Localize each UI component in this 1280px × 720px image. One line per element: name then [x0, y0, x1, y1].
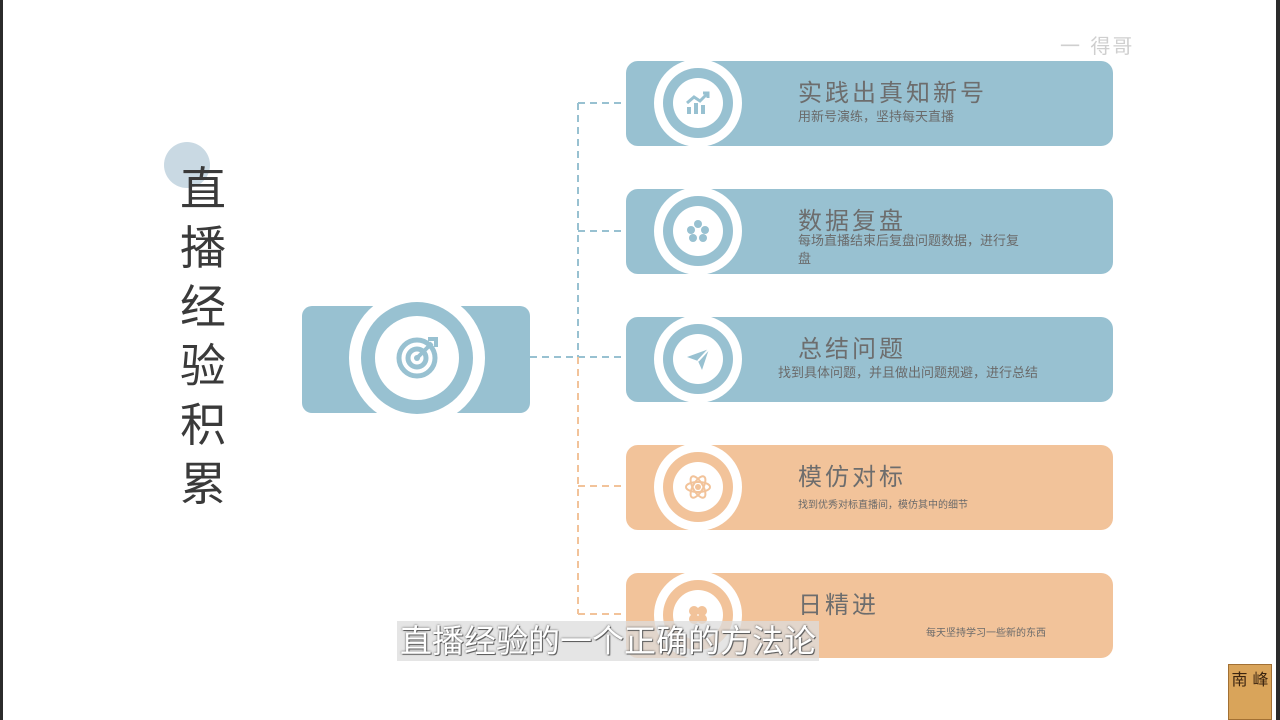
atom-icon	[685, 475, 711, 499]
card-practice: 实践出真知新号 用新号演练，坚持每天直播	[626, 59, 1113, 147]
video-subtitle: 直播经验的一个正确的方法论	[397, 621, 820, 661]
card-imitate: 模仿对标 找到优秀对标直播间，模仿其中的细节	[626, 443, 1113, 531]
card-description: 用新号演练，坚持每天直播	[798, 110, 955, 125]
author-seal: 南 峰	[1228, 664, 1272, 720]
film-reel-icon	[687, 220, 709, 242]
paper-plane-icon	[687, 348, 710, 370]
center-node	[349, 290, 485, 426]
left-frame-border	[0, 0, 3, 720]
card-title: 日精进	[798, 591, 879, 619]
watermark: 一 得哥	[1060, 34, 1135, 58]
card-description: 找到具体问题，并且做出问题规避，进行总结	[778, 366, 1039, 381]
chart-trend-icon	[686, 91, 710, 114]
card-data-review: 数据复盘 每场直播结束后复盘问题数据，进行复盘	[626, 187, 1113, 275]
card-description: 找到优秀对标直播间，模仿其中的细节	[798, 500, 968, 511]
page-title: 直播经验积累	[180, 162, 226, 511]
title-decoration-dot	[164, 142, 210, 188]
right-frame-border	[1276, 0, 1280, 720]
card-title: 总结问题	[798, 335, 906, 363]
card-description: 每天坚持学习一些新的东西	[926, 628, 1046, 639]
card-title: 模仿对标	[798, 463, 906, 491]
target-icon	[396, 337, 438, 379]
card-title: 数据复盘	[798, 207, 906, 235]
card-title: 实践出真知新号	[798, 79, 987, 107]
card-summarize: 总结问题 找到具体问题，并且做出问题规避，进行总结	[626, 315, 1113, 403]
card-description: 每场直播结束后复盘问题数据，进行复盘	[798, 234, 1020, 267]
